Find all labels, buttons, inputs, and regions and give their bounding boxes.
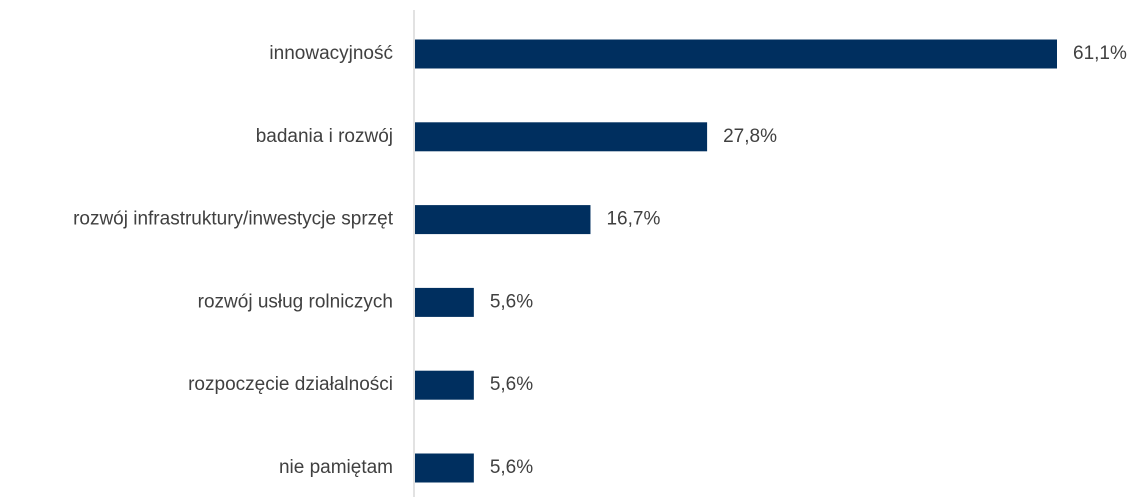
value-labels-group: 61,1% 27,8% 16,7% 5,6% 5,6% 5,6% bbox=[490, 43, 1127, 478]
bar bbox=[415, 287, 474, 317]
bars-group bbox=[415, 39, 1057, 483]
value-label: 27,8% bbox=[723, 126, 777, 147]
value-label: 5,6% bbox=[490, 291, 533, 312]
value-label: 16,7% bbox=[606, 209, 660, 230]
bar bbox=[415, 370, 474, 400]
category-label: nie pamiętam bbox=[279, 457, 393, 478]
value-label: 5,6% bbox=[490, 457, 533, 478]
bar bbox=[415, 205, 591, 235]
category-label: innowacyjność bbox=[269, 43, 393, 64]
category-label: rozwój infrastruktury/inwestycje sprzęt bbox=[73, 209, 394, 230]
bar bbox=[415, 122, 708, 152]
bar bbox=[415, 39, 1057, 69]
value-label: 5,6% bbox=[490, 374, 533, 395]
bar bbox=[415, 453, 474, 483]
category-label: badania i rozwój bbox=[256, 126, 393, 147]
category-label: rozpoczęcie działalności bbox=[188, 374, 393, 395]
value-label: 61,1% bbox=[1073, 43, 1127, 64]
category-label: rozwój usług rolniczych bbox=[198, 291, 393, 312]
category-labels-group: innowacyjność badania i rozwój rozwój infr… bbox=[73, 43, 394, 478]
